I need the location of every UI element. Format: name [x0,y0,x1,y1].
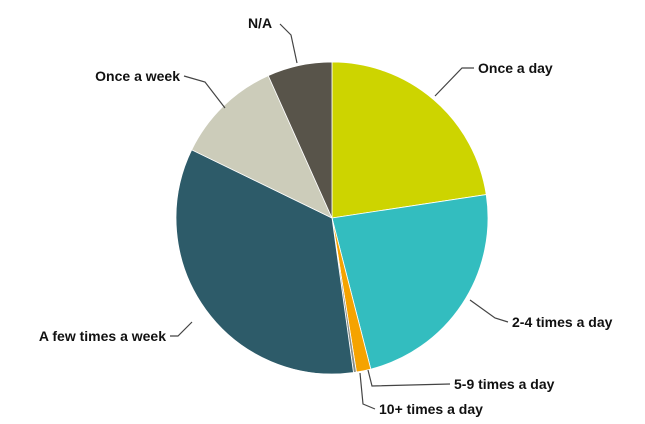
slice-label-5-9-times-a-day: 5-9 times a day [454,376,555,392]
slice-label-10plus-times-a-day: 10+ times a day [379,401,483,417]
leader-line-5-9-times-a-day [367,369,451,387]
labels-layer: Once a day 2-4 times a day 5-9 times a day… [39,15,613,417]
slice-label-once-a-week: Once a week [95,68,180,84]
leader-line-n-a [279,23,298,64]
pie-slice-once-a-day [331,61,487,219]
slice-label-once-a-day: Once a day [478,60,553,76]
leader-line-a-few-times-a-week [170,321,193,337]
leader-line-10plus-times-a-day [359,372,376,410]
leader-line-once-a-day [434,67,474,97]
slice-label-n-a: N/A [248,15,272,31]
slice-label-2-4-times-a-day: 2-4 times a day [512,314,613,330]
pie-slice-2-4-times-a-day [331,194,489,370]
pie-slice-n-a [267,61,333,219]
pie-slice-a-few-times-a-week [175,149,354,375]
slices-layer [175,61,489,375]
slice-label-a-few-times-a-week: A few times a week [39,328,166,344]
leader-line-once-a-week [183,75,226,109]
leader-line-2-4-times-a-day [469,299,509,323]
leader-lines-layer [170,23,509,410]
